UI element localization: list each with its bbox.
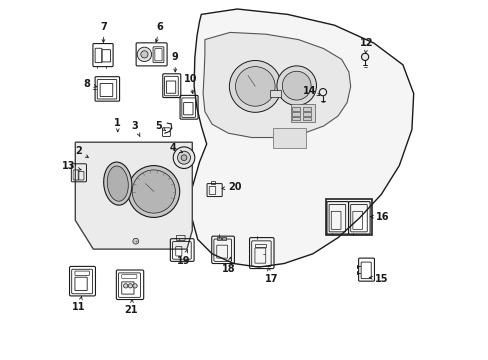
Polygon shape xyxy=(192,9,413,267)
Circle shape xyxy=(361,53,368,60)
Polygon shape xyxy=(203,32,350,138)
Bar xyxy=(290,104,314,122)
Bar xyxy=(254,244,265,247)
Circle shape xyxy=(132,170,175,213)
Circle shape xyxy=(133,238,139,244)
Circle shape xyxy=(319,89,326,96)
Circle shape xyxy=(235,67,275,106)
Polygon shape xyxy=(75,142,192,249)
Bar xyxy=(302,107,310,111)
Text: 15: 15 xyxy=(368,274,387,284)
Text: 19: 19 xyxy=(176,250,190,266)
Text: 11: 11 xyxy=(72,297,85,312)
Bar xyxy=(270,90,281,97)
Text: 10: 10 xyxy=(183,74,197,94)
Circle shape xyxy=(133,284,137,288)
Text: 3: 3 xyxy=(131,121,140,136)
Circle shape xyxy=(181,155,186,161)
Text: 5: 5 xyxy=(155,121,165,131)
Text: 1: 1 xyxy=(114,118,121,131)
Circle shape xyxy=(177,151,190,164)
Circle shape xyxy=(137,47,151,62)
Circle shape xyxy=(173,147,194,168)
Bar xyxy=(291,107,299,111)
Circle shape xyxy=(123,284,127,288)
Text: 7: 7 xyxy=(100,22,106,42)
Bar xyxy=(273,128,305,148)
Text: 17: 17 xyxy=(264,268,278,284)
Bar xyxy=(211,181,215,184)
Circle shape xyxy=(141,51,148,58)
Text: 6: 6 xyxy=(155,22,163,42)
Bar xyxy=(291,112,299,116)
Text: 16: 16 xyxy=(370,212,389,222)
Bar xyxy=(325,199,371,235)
Bar xyxy=(222,237,226,240)
Text: 21: 21 xyxy=(124,300,138,315)
Circle shape xyxy=(276,66,316,105)
Circle shape xyxy=(128,284,132,288)
Ellipse shape xyxy=(103,162,132,205)
Text: 20: 20 xyxy=(222,182,241,192)
Text: 14: 14 xyxy=(303,86,319,96)
Text: 8: 8 xyxy=(83,78,97,89)
Bar xyxy=(302,117,310,120)
Circle shape xyxy=(282,71,310,100)
Text: 18: 18 xyxy=(221,257,235,274)
Ellipse shape xyxy=(107,166,128,201)
Text: 12: 12 xyxy=(360,37,373,53)
Text: 13: 13 xyxy=(61,161,81,171)
Bar xyxy=(217,237,221,240)
Text: 9: 9 xyxy=(171,52,178,72)
Text: 2: 2 xyxy=(75,146,88,157)
Bar xyxy=(302,112,310,116)
Bar xyxy=(291,117,299,120)
Circle shape xyxy=(127,166,179,217)
Text: 4: 4 xyxy=(169,143,182,153)
Circle shape xyxy=(229,60,281,112)
